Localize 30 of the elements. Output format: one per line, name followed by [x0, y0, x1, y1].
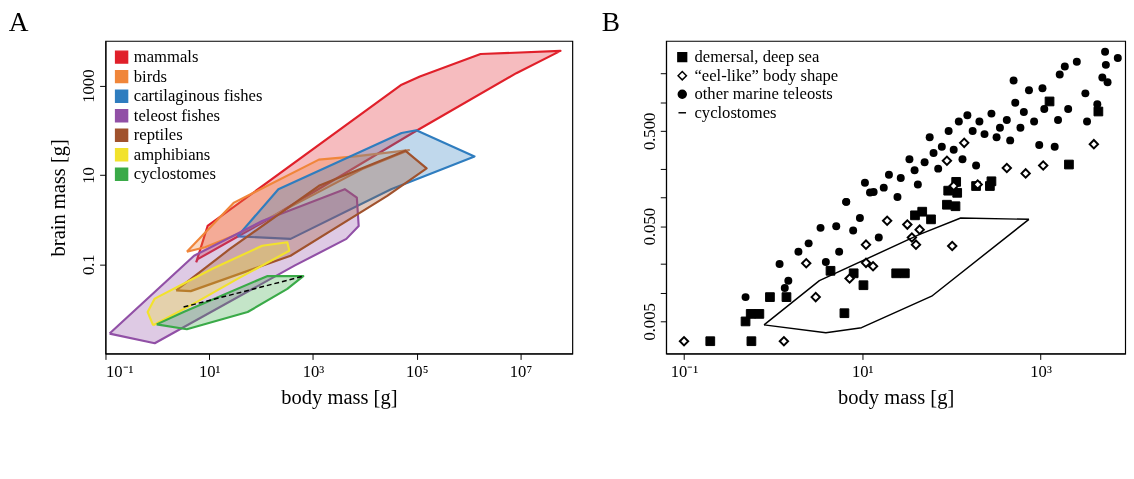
x-axis-title: body mass [g]: [281, 385, 398, 409]
legend-label: other marine teleosts: [694, 84, 833, 104]
x-axis-title: body mass [g]: [838, 385, 955, 409]
legend-label: cartilaginous fishes: [133, 86, 263, 106]
y-tick-label: 1000: [79, 69, 99, 103]
legend-label: cyclostomes: [133, 164, 216, 184]
x-tick-label: 10⁻¹: [670, 361, 699, 381]
legend-label: reptiles: [133, 125, 183, 145]
x-tick-label: 10⁷: [509, 361, 533, 381]
legend-label: teleost fishes: [133, 105, 220, 125]
x-tick-label: 10¹: [852, 361, 874, 381]
legend-label: birds: [133, 66, 167, 86]
chart-title: B: [601, 7, 620, 38]
y-tick-label: 0.005: [639, 303, 659, 341]
legend-label: amphibians: [133, 144, 211, 164]
x-tick-label: 10¹: [198, 361, 221, 381]
y-tick-label: 0.050: [639, 208, 659, 246]
chart-title: A: [8, 7, 29, 38]
legend-label: demersal, deep sea: [694, 46, 820, 66]
x-tick-label: 10⁻¹: [105, 361, 134, 381]
y-tick-label: 0.500: [639, 112, 659, 151]
x-tick-label: 10³: [1030, 361, 1052, 381]
y-tick-label: 10: [79, 167, 99, 184]
x-tick-label: 10⁵: [406, 361, 429, 381]
y-axis-title: brain mass [g]: [46, 139, 70, 257]
y-tick-label: 0.1: [79, 254, 99, 276]
legend-label: cyclostomes: [694, 102, 777, 122]
x-tick-label: 10³: [302, 361, 325, 381]
legend-label: “eel-like” body shape: [694, 65, 839, 85]
legend-label: mammals: [133, 46, 199, 66]
